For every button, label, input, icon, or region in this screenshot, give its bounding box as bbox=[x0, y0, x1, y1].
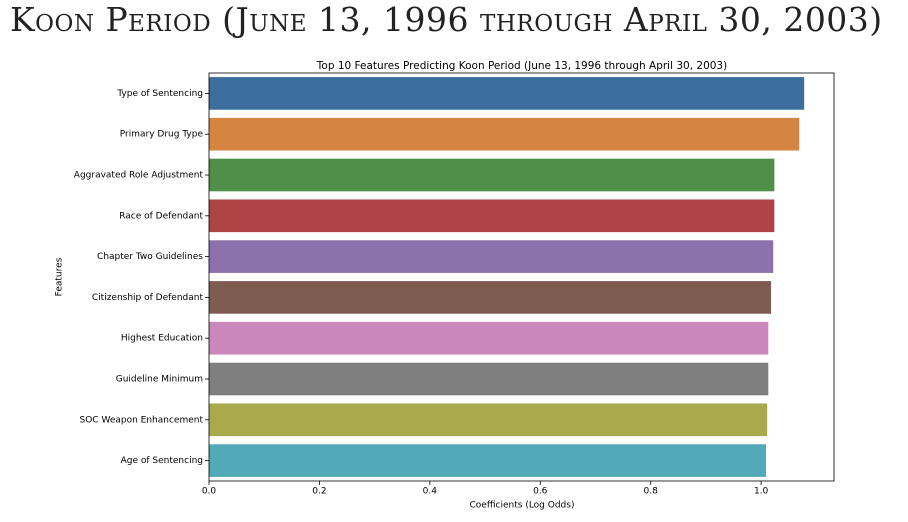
bar bbox=[209, 117, 800, 151]
bar bbox=[209, 403, 768, 437]
y-tick-label: Race of Defendant bbox=[119, 211, 203, 221]
y-tick-label: Type of Sentencing bbox=[116, 89, 203, 99]
bar bbox=[209, 362, 769, 396]
x-tick-label: 0.6 bbox=[533, 487, 548, 497]
x-tick-label: 1.0 bbox=[754, 487, 769, 497]
x-axis-label: Coefficients (Log Odds) bbox=[470, 501, 575, 511]
x-tick-label: 0.2 bbox=[312, 487, 326, 497]
bar bbox=[209, 240, 774, 273]
x-tick-label: 0.0 bbox=[202, 487, 217, 497]
y-tick-label: Chapter Two Guidelines bbox=[97, 252, 203, 262]
bar bbox=[209, 77, 805, 110]
bar bbox=[209, 158, 775, 192]
y-tick-label: SOC Weapon Enhancement bbox=[80, 415, 204, 425]
bar bbox=[209, 199, 775, 233]
x-tick-label: 0.4 bbox=[423, 487, 438, 497]
bar bbox=[209, 444, 767, 477]
y-tick-label: Primary Drug Type bbox=[120, 130, 204, 140]
slide-title: Koon Period (June 13, 1996 through April… bbox=[10, 0, 883, 39]
chart-title: Top 10 Features Predicting Koon Period (… bbox=[316, 60, 727, 72]
plot-frame bbox=[208, 72, 835, 482]
bar bbox=[209, 321, 769, 355]
bar bbox=[209, 281, 772, 314]
y-tick-label: Guideline Minimum bbox=[116, 375, 203, 385]
y-tick-label: Age of Sentencing bbox=[121, 456, 203, 466]
y-tick-label: Aggravated Role Adjustment bbox=[74, 171, 204, 181]
y-tick-label: Highest Education bbox=[121, 334, 203, 344]
x-tick-label: 0.8 bbox=[644, 487, 659, 497]
y-axis-label: Features bbox=[55, 257, 65, 296]
y-tick-label: Citizenship of Defendant bbox=[92, 293, 204, 303]
